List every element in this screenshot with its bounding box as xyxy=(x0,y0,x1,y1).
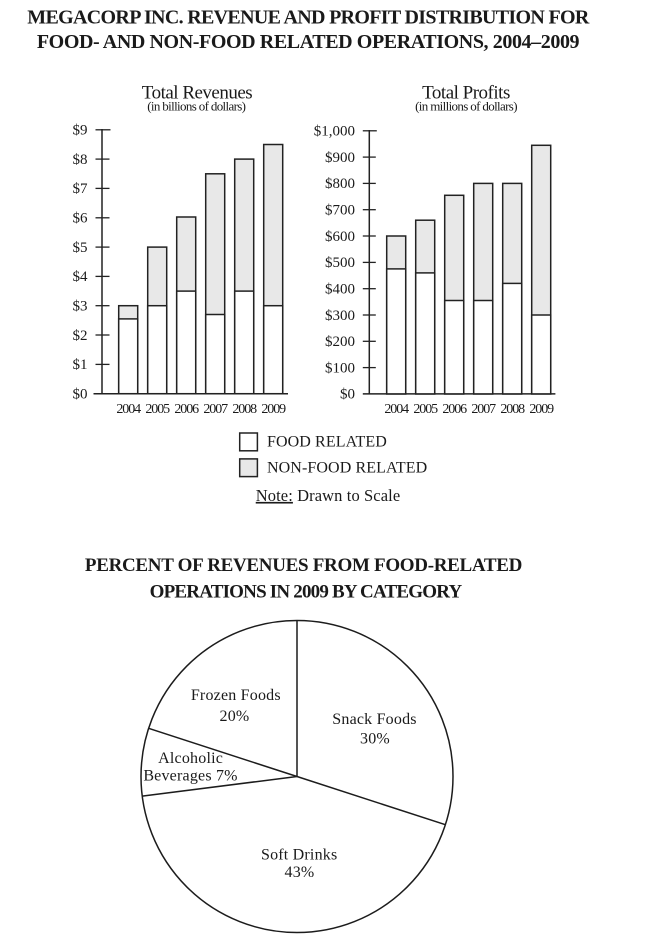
svg-text:2005: 2005 xyxy=(413,402,438,417)
svg-text:FOOD RELATED: FOOD RELATED xyxy=(267,434,387,451)
svg-text:MEGACORP INC. REVENUE AND PROF: MEGACORP INC. REVENUE AND PROFIT DISTRIB… xyxy=(27,7,590,29)
svg-text:Alcoholic: Alcoholic xyxy=(158,750,223,767)
svg-text:2006: 2006 xyxy=(174,402,199,417)
svg-text:$300: $300 xyxy=(325,308,355,324)
svg-text:$0: $0 xyxy=(73,387,88,403)
svg-text:43%: 43% xyxy=(285,864,315,881)
svg-text:$500: $500 xyxy=(325,255,355,271)
svg-text:2008: 2008 xyxy=(232,402,257,417)
svg-text:Note: Drawn to Scale: Note: Drawn to Scale xyxy=(256,486,401,505)
svg-text:PERCENT OF REVENUES FROM FOOD-: PERCENT OF REVENUES FROM FOOD-RELATED xyxy=(85,555,522,576)
svg-text:20%: 20% xyxy=(220,708,250,725)
svg-text:$1: $1 xyxy=(73,357,88,373)
svg-text:30%: 30% xyxy=(360,731,390,748)
svg-text:Total Profits: Total Profits xyxy=(422,82,510,103)
svg-text:$200: $200 xyxy=(325,334,355,350)
svg-text:$7: $7 xyxy=(73,181,89,197)
svg-text:NON-FOOD RELATED: NON-FOOD RELATED xyxy=(267,460,427,477)
svg-text:(in millions of dollars): (in millions of dollars) xyxy=(415,99,517,114)
svg-text:OPERATIONS IN 2009 BY CATEGORY: OPERATIONS IN 2009 BY CATEGORY xyxy=(150,581,463,602)
svg-text:2006: 2006 xyxy=(442,402,467,417)
svg-text:FOOD- AND NON-FOOD RELATED OPE: FOOD- AND NON-FOOD RELATED OPERATIONS, 2… xyxy=(37,31,580,53)
svg-text:$0: $0 xyxy=(340,387,355,403)
svg-text:2004: 2004 xyxy=(116,402,141,417)
svg-text:$3: $3 xyxy=(73,299,88,315)
svg-text:2007: 2007 xyxy=(471,402,496,417)
svg-text:$5: $5 xyxy=(73,240,88,256)
svg-text:2009: 2009 xyxy=(261,402,286,417)
svg-text:Soft Drinks: Soft Drinks xyxy=(261,847,337,864)
svg-text:Frozen Foods: Frozen Foods xyxy=(191,687,281,704)
svg-text:$400: $400 xyxy=(325,282,355,298)
svg-text:$2: $2 xyxy=(73,328,88,344)
svg-text:$1,000: $1,000 xyxy=(314,124,355,140)
svg-text:Total Revenues: Total Revenues xyxy=(142,82,252,103)
svg-text:2007: 2007 xyxy=(203,402,228,417)
svg-text:$6: $6 xyxy=(73,211,89,227)
svg-text:$9: $9 xyxy=(73,123,88,139)
svg-text:(in billions of dollars): (in billions of dollars) xyxy=(147,99,245,114)
svg-text:2009: 2009 xyxy=(529,402,554,417)
svg-text:Beverages 7%: Beverages 7% xyxy=(143,768,237,785)
svg-text:$800: $800 xyxy=(325,176,355,192)
svg-text:$8: $8 xyxy=(73,152,88,168)
svg-text:$700: $700 xyxy=(325,203,355,219)
svg-text:2005: 2005 xyxy=(145,402,170,417)
svg-text:$100: $100 xyxy=(325,360,355,376)
svg-text:2008: 2008 xyxy=(500,402,525,417)
svg-text:$4: $4 xyxy=(73,269,89,285)
svg-text:$900: $900 xyxy=(325,150,355,166)
svg-text:2004: 2004 xyxy=(384,402,409,417)
svg-text:Snack Foods: Snack Foods xyxy=(332,711,416,728)
svg-text:$600: $600 xyxy=(325,229,355,245)
